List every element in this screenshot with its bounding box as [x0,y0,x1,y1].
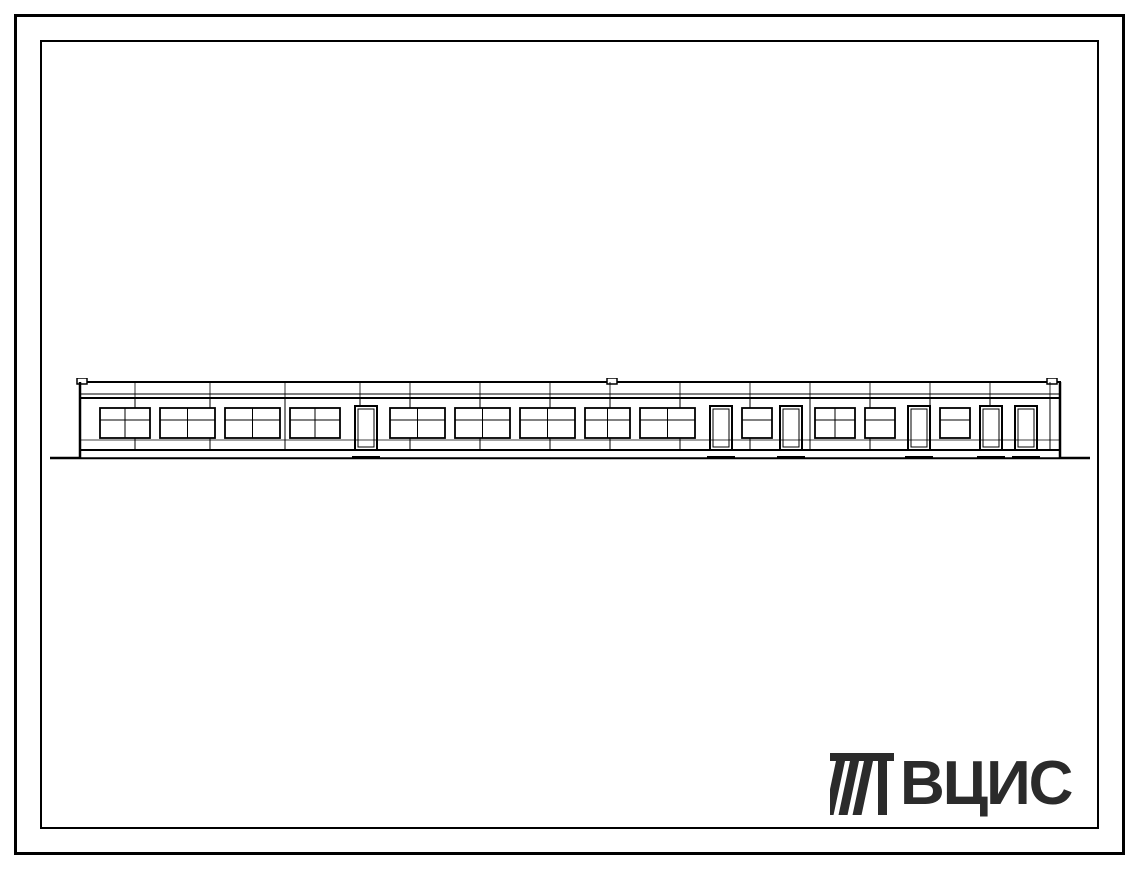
logo: ВЦИС [830,748,1071,819]
building-elevation-svg [50,378,1090,468]
logo-text: ВЦИС [900,748,1071,819]
logo-icon [830,753,894,815]
elevation-drawing [50,378,1090,468]
